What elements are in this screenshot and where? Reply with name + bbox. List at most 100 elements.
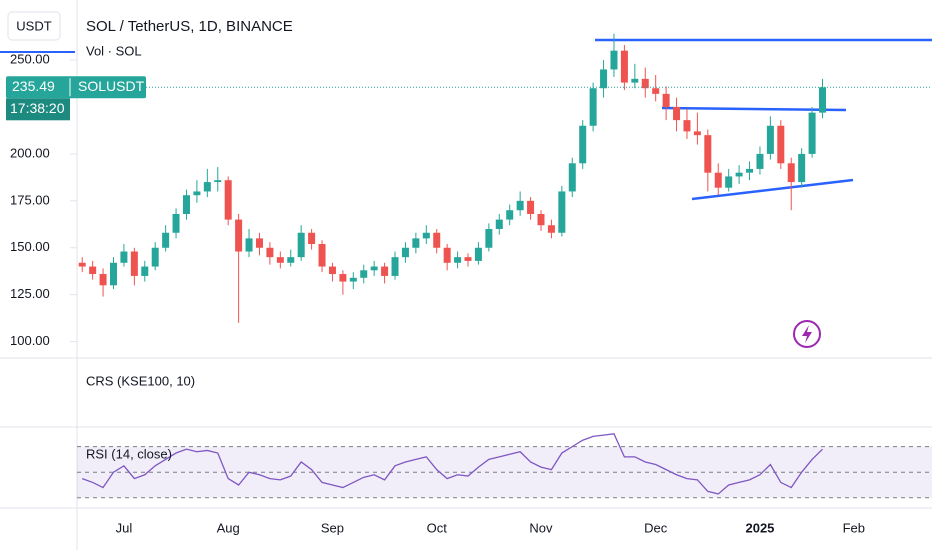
candle-body (787, 163, 795, 183)
candle-body (245, 238, 253, 252)
trend-line[interactable] (661, 106, 847, 112)
candle-body (224, 180, 232, 220)
candle-body (756, 153, 764, 169)
x-tick-label: Nov (529, 520, 553, 535)
candle-body (120, 251, 128, 263)
countdown: 17:38:20 (10, 100, 65, 116)
candle-body (714, 172, 722, 188)
candle-body (162, 232, 170, 248)
marks (77, 33, 932, 499)
x-tick-label: Feb (843, 520, 865, 535)
candle-body (287, 257, 295, 263)
x-tick-label: Oct (427, 520, 448, 535)
x-tick-label: Jul (116, 520, 133, 535)
candle-body (579, 125, 587, 164)
candle-body (328, 266, 336, 275)
candle-body (610, 50, 618, 70)
price-tag (6, 76, 146, 99)
candle-body (725, 176, 733, 188)
candle-body (506, 210, 514, 220)
candle-body (339, 274, 347, 282)
candle-body (631, 78, 639, 83)
candle-body (360, 270, 368, 278)
symbol-tag: SOLUSDT (78, 78, 145, 94)
alert-bolt (802, 325, 812, 343)
candle-body (766, 125, 774, 154)
y-tick-label: 175.00 (10, 192, 50, 207)
chart-title: SOL / TetherUS, 1D, BINANCE (86, 18, 293, 35)
candle-body (141, 266, 149, 276)
candle-body (673, 106, 681, 121)
candle-body (370, 266, 378, 271)
candle-body (777, 125, 785, 164)
trend-line[interactable] (691, 178, 854, 201)
candle-body (401, 247, 409, 258)
rsi-line (81, 433, 823, 495)
candle-body (652, 88, 660, 94)
candle-body (182, 195, 190, 214)
candle-body (266, 247, 274, 258)
x-tick-label: Dec (644, 520, 668, 535)
candle-body (819, 87, 827, 113)
candle-body (349, 277, 357, 282)
candle-body (443, 247, 451, 263)
currency-box[interactable] (7, 11, 61, 41)
volume-label: Vol · SOL (86, 43, 142, 58)
y-tick-label: 125.00 (10, 286, 50, 301)
candle-body (485, 228, 493, 248)
candle-body (568, 163, 576, 192)
candle-body (693, 131, 701, 136)
candle-body (151, 247, 159, 267)
rsi-label: RSI (14, close) (86, 446, 172, 461)
candle-body (422, 232, 430, 239)
candle-body (381, 266, 389, 276)
candle-body (474, 247, 482, 261)
x-tick-label: 2025 (745, 520, 774, 535)
candle-body (214, 180, 222, 183)
candle-body (89, 266, 97, 275)
candle-body (297, 232, 305, 258)
candle-body (193, 191, 201, 196)
candle-body (78, 262, 86, 267)
candle-body (235, 219, 243, 252)
candle-body (276, 257, 284, 263)
candle-body (662, 93, 670, 107)
y-tick-label: 200.00 (10, 145, 50, 160)
countdown-tag (6, 98, 70, 121)
candle-body (464, 257, 472, 261)
currency: USDT (16, 18, 51, 33)
candle-body (808, 112, 816, 154)
candle-body (318, 244, 326, 267)
candle-body (683, 120, 691, 132)
candle-body (255, 238, 263, 248)
candle-body (99, 274, 107, 286)
candle-body (704, 135, 712, 173)
candle-body (589, 88, 597, 126)
candle-body (412, 238, 420, 248)
candle-body (641, 78, 649, 89)
candle-body (203, 182, 211, 192)
candle-body (109, 262, 117, 286)
candle-body (433, 232, 441, 248)
candle-body (516, 200, 524, 211)
candle-body (130, 251, 138, 276)
x-tick-label: Sep (321, 520, 344, 535)
last-price: 235.49 (12, 78, 55, 94)
candle-body (600, 69, 608, 89)
y-tick-label: 100.00 (10, 333, 50, 348)
candle-body (798, 153, 806, 183)
candle-body (537, 213, 545, 226)
candle-body (735, 172, 743, 177)
candle-body (746, 168, 754, 173)
y-tick-label: 250.00 (10, 52, 50, 67)
candle-body (454, 257, 462, 263)
candle-body (547, 225, 555, 233)
crs-label: CRS (KSE100, 10) (86, 373, 195, 388)
candle-body (495, 219, 503, 229)
candle-body (558, 191, 566, 233)
candle-body (527, 200, 535, 214)
candle-body (308, 232, 316, 245)
candle-body (620, 50, 628, 83)
